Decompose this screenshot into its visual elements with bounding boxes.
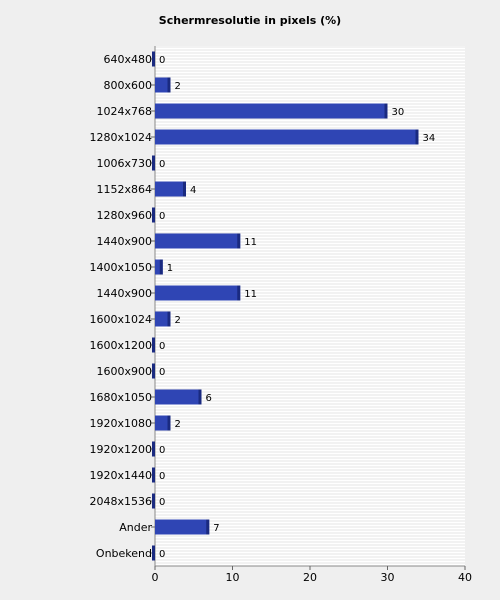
category-label: 800x600 [103, 79, 152, 92]
bar [155, 103, 388, 119]
x-tick-label: 10 [226, 571, 240, 584]
data-label: 0 [159, 341, 165, 352]
category-label: 1280x1024 [90, 131, 153, 144]
bar-edge [152, 51, 155, 67]
bar [155, 181, 186, 197]
bar [155, 311, 171, 327]
bar-edge [152, 441, 155, 457]
bar [155, 519, 210, 535]
bar-edge [206, 519, 210, 535]
data-label: 0 [159, 367, 165, 378]
data-label: 0 [159, 55, 165, 66]
bar-edge [167, 77, 171, 93]
category-label: 1600x1024 [90, 313, 153, 326]
bar-edge [167, 311, 171, 327]
category-label: 1400x1050 [90, 261, 153, 274]
bar-edge [152, 207, 155, 223]
bar-edge [167, 415, 171, 431]
data-label: 11 [244, 289, 257, 300]
bar [155, 77, 171, 93]
category-label: 1600x1200 [90, 339, 153, 352]
data-label: 2 [175, 81, 181, 92]
bar [155, 259, 163, 275]
category-label: 1024x768 [97, 105, 153, 118]
bar [155, 233, 241, 249]
data-label: 0 [159, 549, 165, 560]
data-label: 2 [175, 419, 181, 430]
data-label: 4 [190, 185, 196, 196]
category-label: 1920x1080 [90, 417, 153, 430]
data-label: 0 [159, 445, 165, 456]
bar-edge [198, 389, 202, 405]
data-label: 7 [213, 523, 219, 534]
category-label: Onbekend [96, 547, 152, 560]
bar-edge [152, 467, 155, 483]
x-tick-label: 20 [303, 571, 317, 584]
data-label: 0 [159, 471, 165, 482]
data-label: 6 [206, 393, 212, 404]
bar [155, 415, 171, 431]
bar-edge [237, 233, 241, 249]
bar-edge [152, 363, 155, 379]
data-label: 0 [159, 211, 165, 222]
x-tick-label: 40 [458, 571, 472, 584]
bar-edge [183, 181, 186, 197]
category-label: 1440x900 [97, 287, 153, 300]
category-label: 1600x900 [97, 365, 153, 378]
data-label: 11 [244, 237, 257, 248]
category-label: 640x480 [103, 53, 152, 66]
bar-edge [237, 285, 241, 301]
category-label: 1280x960 [97, 209, 153, 222]
bar [155, 285, 241, 301]
category-label: 1920x1440 [90, 469, 153, 482]
data-label: 34 [423, 133, 436, 144]
bar [155, 129, 419, 145]
bar-edge [384, 103, 388, 119]
data-label: 2 [175, 315, 181, 326]
data-label: 1 [167, 263, 173, 274]
bar-edge [159, 259, 163, 275]
category-label: 1440x900 [97, 235, 153, 248]
category-label: 2048x1536 [90, 495, 153, 508]
bar [155, 389, 202, 405]
category-label: 1920x1200 [90, 443, 153, 456]
x-tick-label: 30 [381, 571, 395, 584]
bar-edge [415, 129, 419, 145]
bar-edge [152, 155, 155, 171]
data-label: 0 [159, 497, 165, 508]
category-label: 1680x1050 [90, 391, 153, 404]
data-label: 0 [159, 159, 165, 170]
bar-edge [152, 545, 155, 561]
x-tick-label: 0 [152, 571, 159, 584]
category-label: 1006x730 [97, 157, 153, 170]
chart-title: Schermresolutie in pixels (%) [158, 14, 342, 27]
category-label: Ander [119, 521, 152, 534]
bar-edge [152, 337, 155, 353]
category-label: 1152x864 [97, 183, 153, 196]
data-label: 30 [392, 107, 405, 118]
bar-edge [152, 493, 155, 509]
